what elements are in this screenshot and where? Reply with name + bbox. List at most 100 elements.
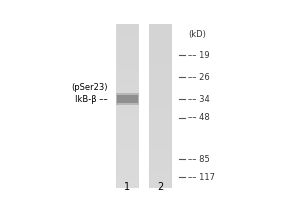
- Bar: [150, 133, 171, 135]
- Bar: [117, 182, 138, 184]
- Bar: [117, 49, 138, 51]
- Bar: [150, 114, 171, 116]
- Bar: [117, 172, 138, 174]
- Bar: [150, 165, 171, 168]
- Bar: [150, 49, 171, 51]
- Bar: [150, 81, 171, 83]
- Bar: [117, 69, 138, 71]
- Bar: [150, 59, 171, 61]
- Bar: [117, 55, 138, 57]
- Bar: [117, 30, 138, 32]
- Bar: [150, 71, 171, 73]
- Bar: [150, 184, 171, 186]
- Bar: [150, 139, 171, 141]
- Bar: [117, 120, 138, 122]
- Bar: [150, 157, 171, 159]
- Bar: [117, 129, 138, 131]
- Bar: [150, 34, 171, 36]
- Bar: [117, 112, 138, 114]
- Bar: [150, 143, 171, 145]
- Bar: [150, 120, 171, 122]
- Bar: [117, 86, 138, 88]
- Bar: [150, 106, 171, 108]
- Bar: [117, 153, 138, 155]
- Bar: [150, 38, 171, 40]
- Bar: [150, 178, 171, 180]
- Bar: [150, 26, 171, 28]
- Bar: [150, 57, 171, 59]
- Bar: [150, 112, 171, 114]
- Bar: [150, 122, 171, 124]
- Text: –– 34: –– 34: [188, 95, 209, 104]
- Bar: [117, 90, 138, 92]
- Text: –– 117: –– 117: [188, 172, 214, 182]
- Bar: [117, 170, 138, 172]
- Bar: [150, 110, 171, 112]
- Text: (kD): (kD): [188, 30, 206, 40]
- Bar: [150, 180, 171, 182]
- Bar: [117, 116, 138, 118]
- Bar: [117, 161, 138, 163]
- Bar: [150, 63, 171, 65]
- Bar: [117, 157, 138, 159]
- Bar: [117, 176, 138, 178]
- Bar: [150, 124, 171, 127]
- Bar: [150, 75, 171, 77]
- Bar: [150, 73, 171, 75]
- Bar: [117, 122, 138, 124]
- Bar: [117, 38, 138, 40]
- Bar: [117, 34, 138, 36]
- Bar: [117, 79, 138, 81]
- Bar: [117, 186, 138, 188]
- Bar: [150, 53, 171, 55]
- Bar: [117, 168, 138, 170]
- Bar: [150, 45, 171, 47]
- Bar: [150, 135, 171, 137]
- Bar: [150, 168, 171, 170]
- Text: IkB-β ––: IkB-β ––: [75, 95, 108, 104]
- Bar: [150, 186, 171, 188]
- Bar: [150, 151, 171, 153]
- Bar: [150, 30, 171, 32]
- Bar: [117, 155, 138, 157]
- Text: 2: 2: [158, 182, 164, 192]
- Bar: [150, 172, 171, 174]
- Text: –– 85: –– 85: [188, 154, 209, 164]
- Bar: [117, 102, 138, 104]
- Bar: [150, 104, 171, 106]
- Bar: [117, 45, 138, 47]
- Bar: [117, 106, 138, 108]
- Bar: [150, 153, 171, 155]
- Bar: [117, 135, 138, 137]
- Bar: [117, 26, 138, 28]
- Bar: [150, 163, 171, 165]
- Bar: [117, 40, 138, 42]
- Bar: [150, 145, 171, 147]
- Bar: [150, 28, 171, 30]
- Bar: [117, 110, 138, 112]
- Bar: [117, 24, 138, 26]
- Text: 1: 1: [124, 182, 130, 192]
- Bar: [150, 40, 171, 42]
- Bar: [150, 69, 171, 71]
- Bar: [150, 161, 171, 163]
- Bar: [117, 77, 138, 79]
- Bar: [117, 36, 138, 38]
- Bar: [117, 42, 138, 44]
- Bar: [117, 81, 138, 83]
- Bar: [117, 137, 138, 139]
- Bar: [150, 42, 171, 44]
- Bar: [117, 100, 138, 102]
- Bar: [117, 59, 138, 61]
- Bar: [117, 108, 138, 110]
- Bar: [150, 32, 171, 34]
- Bar: [150, 88, 171, 90]
- Bar: [117, 75, 138, 77]
- Bar: [149, 24, 172, 188]
- Bar: [118, 95, 138, 103]
- Bar: [117, 151, 138, 153]
- Bar: [117, 28, 138, 30]
- Bar: [117, 131, 138, 133]
- Bar: [150, 129, 171, 131]
- Bar: [117, 178, 138, 180]
